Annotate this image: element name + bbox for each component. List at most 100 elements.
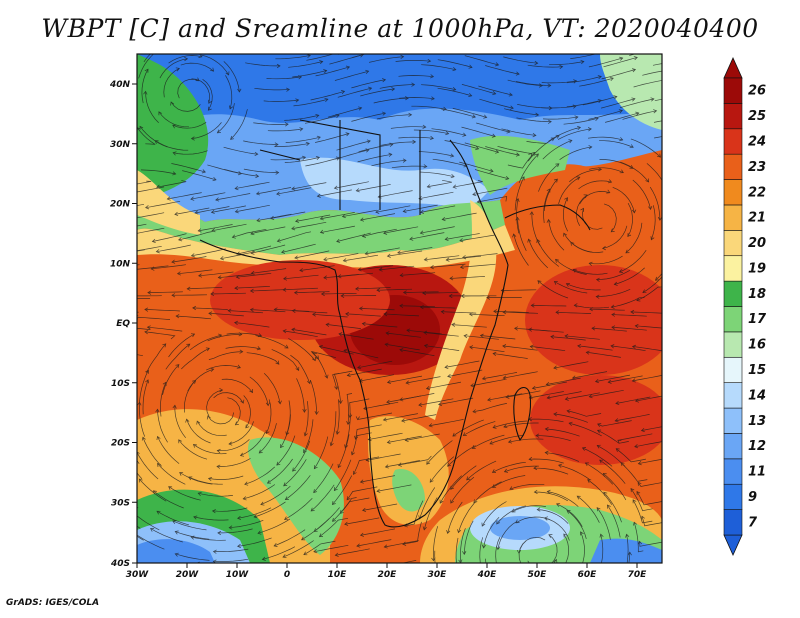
streamline [142,379,149,415]
streamline [292,310,328,314]
streamline-arrow [456,569,460,572]
streamline [355,287,391,290]
streamline [332,475,353,505]
streamline [545,452,580,462]
colorbar-label: 16 [748,338,766,353]
streamline-arrow [532,133,537,138]
streamline [503,56,538,64]
streamline-arrow [358,378,364,383]
streamline [198,224,233,232]
streamline [378,190,413,198]
streamline [360,213,396,221]
streamline-arrow [653,109,658,114]
streamline [236,272,272,278]
streamline-arrow [529,344,534,349]
streamline-arrow [524,568,528,571]
streamline-arrow [134,268,137,272]
streamline [145,200,181,209]
streamline-arrow [184,56,189,62]
streamline-arrow [190,196,195,201]
streamline [355,424,382,440]
streamline [492,461,526,473]
streamline [284,157,320,163]
streamline-arrow [261,556,266,561]
streamline-arrow [356,543,361,548]
streamline-arrow [452,67,457,72]
streamline [553,413,588,423]
streamline [637,482,662,487]
streamline [277,231,312,242]
streamline [288,338,316,361]
streamline-arrow [275,360,280,365]
streamline [502,569,527,592]
streamline [253,568,287,576]
streamline-arrow [450,153,455,158]
streamline-arrow [423,164,428,169]
streamline [260,485,291,505]
streamline [654,98,662,102]
streamline-arrow [315,155,321,161]
streamline-arrow [313,465,318,470]
streamline-arrow [444,364,449,370]
streamline [397,247,433,254]
streamline [213,558,249,562]
streamline-arrow [515,519,520,524]
streamline-arrow [423,343,428,349]
streamline-arrow [553,365,558,370]
streamline-arrow [168,40,171,43]
streamline [578,180,612,190]
streamline-arrow [657,153,661,158]
colorbar-label: 11 [748,465,766,480]
streamline-arrow [568,421,573,426]
streamline [232,228,267,238]
streamline [245,62,280,67]
streamline [563,533,569,563]
streamline-arrow [319,229,324,234]
streamline-arrow [536,238,541,243]
streamline-arrow [319,60,324,65]
streamline [208,475,244,480]
streamline-arrow [543,516,548,521]
streamline-arrow [515,216,520,221]
streamline [213,392,244,404]
streamline [345,569,379,576]
streamline [343,349,379,359]
streamline-arrow [422,290,427,296]
streamline-arrow [450,485,455,490]
streamline-arrow [266,479,271,484]
streamline-arrow [286,87,290,92]
streamline-arrow [486,295,490,300]
streamline [420,306,456,309]
streamline-arrow [346,496,351,501]
streamline [234,285,270,289]
streamline [518,153,539,184]
streamline-arrow [244,481,249,486]
streamline-arrow [508,92,513,97]
streamline [479,537,484,563]
streamline [444,360,480,368]
streamlines [134,40,662,592]
streamline [137,451,159,480]
streamline [137,245,162,251]
streamline-arrow [386,253,391,258]
streamline-arrow [383,311,388,317]
streamline-arrow [573,79,578,84]
streamline-arrow [255,191,260,196]
lon-tick-label: 20E [378,570,398,580]
streamline-arrow [563,232,567,237]
streamline-arrow [441,216,446,222]
streamline [201,54,229,76]
streamline [387,250,423,257]
streamline-arrow [334,385,339,390]
streamline [228,310,264,314]
streamline [215,193,251,201]
streamline-arrow [492,351,497,356]
streamline [212,507,248,512]
streamline-arrow [585,350,590,355]
streamline [461,126,496,137]
streamline [216,458,251,467]
streamline [327,107,362,118]
streamline-arrow [335,430,340,435]
streamline-arrow [239,349,244,354]
streamline [487,393,523,401]
